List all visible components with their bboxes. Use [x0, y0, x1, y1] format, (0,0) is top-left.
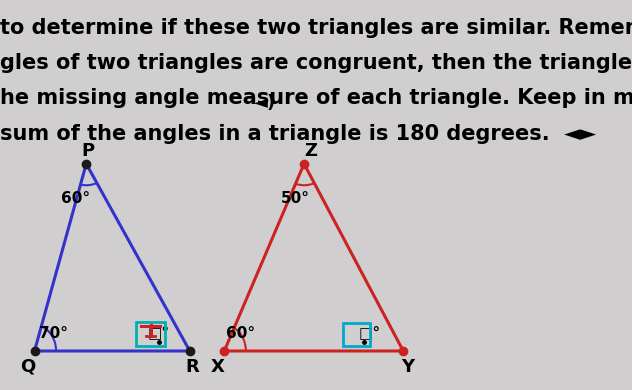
Text: 50°: 50° — [281, 191, 310, 206]
Text: 70°: 70° — [39, 326, 68, 341]
Text: Q: Q — [20, 358, 35, 376]
Text: P: P — [82, 142, 95, 160]
Text: □°: □° — [359, 326, 381, 341]
Text: he missing angle measure of each triangle. Keep in mind t: he missing angle measure of each triangl… — [0, 89, 632, 108]
Bar — [343, 323, 370, 346]
Text: □°: □° — [148, 326, 170, 341]
Text: sum of the angles in a triangle is 180 degrees.  ◄►: sum of the angles in a triangle is 180 d… — [0, 124, 596, 144]
Text: ◄): ◄) — [254, 94, 276, 112]
Text: Z: Z — [304, 142, 317, 160]
Text: Y: Y — [401, 358, 414, 376]
Text: X: X — [211, 358, 225, 376]
Text: to determine if these two triangles are similar. Remembe: to determine if these two triangles are … — [0, 18, 632, 38]
Bar — [136, 322, 165, 346]
Text: R: R — [185, 358, 199, 376]
Text: 60°: 60° — [226, 326, 255, 341]
Text: gles of two triangles are congruent, then the triangles are: gles of two triangles are congruent, the… — [0, 53, 632, 73]
Text: 60°: 60° — [61, 191, 90, 206]
